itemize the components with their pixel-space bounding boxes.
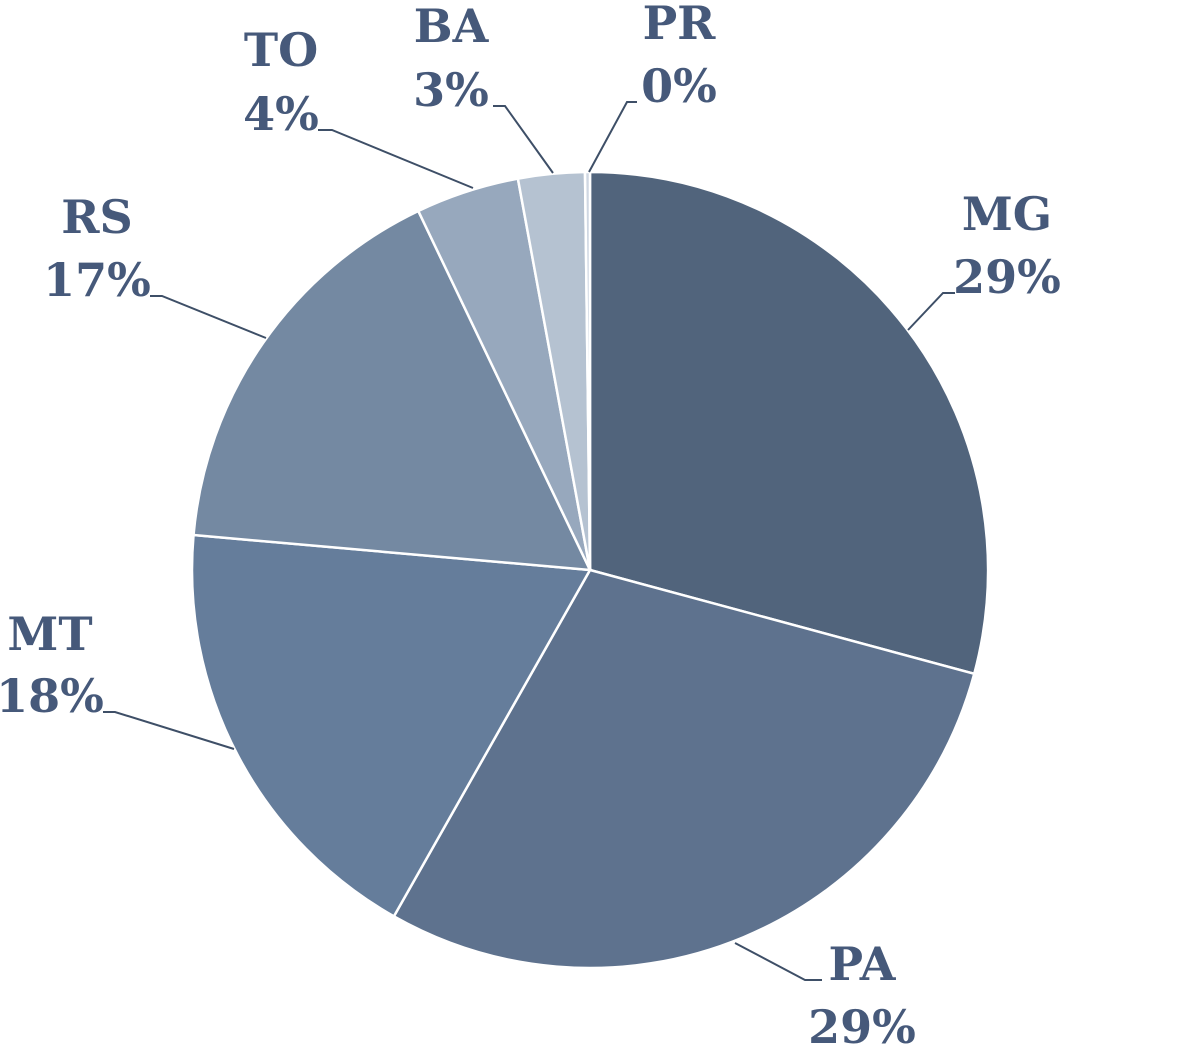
slice-labels: MG 29% PA 29% MT 18% RS 17% TO 4% BA 3% PR 0% xyxy=(0,0,1061,1050)
leader-line-mt xyxy=(103,711,235,750)
slice-label-mg: MG xyxy=(962,187,1052,241)
slice-label-pa: PA xyxy=(829,937,897,991)
leader-lines xyxy=(103,101,955,981)
leader-line-rs xyxy=(150,295,267,339)
slice-percent-pa: 29% xyxy=(808,1000,916,1050)
slice-percent-mg: 29% xyxy=(953,250,1061,304)
slice-label-ba: BA xyxy=(414,0,490,53)
leader-line-ba xyxy=(493,105,554,174)
slice-label-to: TO xyxy=(244,23,318,77)
leader-line-to xyxy=(318,129,474,189)
slice-percent-to: 4% xyxy=(243,87,319,141)
slice-percent-rs: 17% xyxy=(43,253,151,307)
pie-slices xyxy=(190,170,990,970)
pie-slice-rs xyxy=(192,209,593,572)
slice-percent-mt: 18% xyxy=(0,669,104,723)
slice-label-pr: PR xyxy=(643,0,717,50)
slice-label-rs: RS xyxy=(61,190,132,244)
slice-label-mt: MT xyxy=(7,607,92,661)
pie-slice-mg xyxy=(588,170,990,676)
leader-line-pa xyxy=(734,942,822,981)
slice-percent-pr: 0% xyxy=(641,59,717,113)
leader-line-pr xyxy=(588,101,637,173)
leader-line-mg xyxy=(907,292,955,331)
pie-slice-pa xyxy=(392,568,976,970)
pie-slice-mt xyxy=(190,533,593,919)
slice-percent-ba: 3% xyxy=(413,63,489,117)
